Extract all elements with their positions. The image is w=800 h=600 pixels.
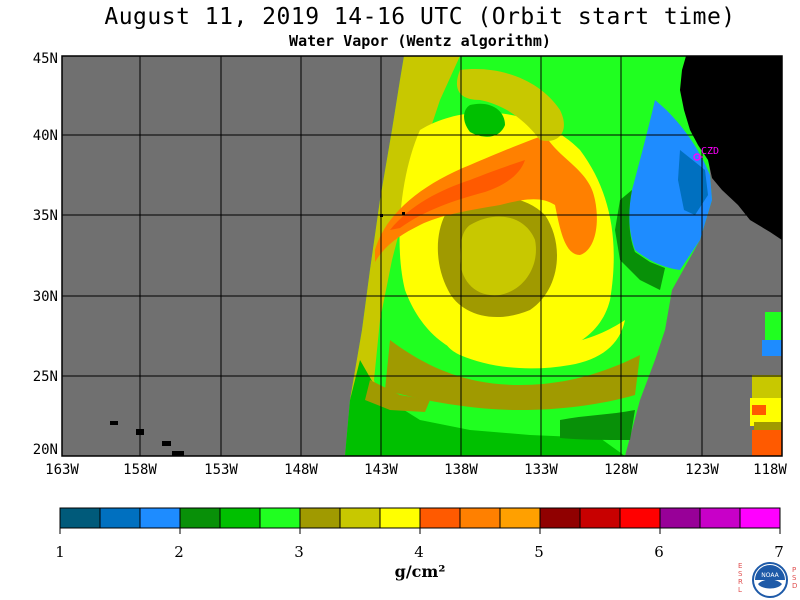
data-speck-2 (402, 212, 405, 215)
lon-label-118w: 118W (753, 462, 787, 478)
colorbar-swatch (99, 507, 141, 529)
wv-southwest-green (345, 360, 625, 456)
colorbar-swatch (579, 507, 621, 529)
colorbar-swatch (219, 507, 261, 529)
colorbar-swatch (699, 507, 741, 529)
lon-label-163w: 163W (45, 462, 79, 478)
lat-label-35n: 35N (32, 208, 58, 224)
colorbar-tick-3: 3 (294, 543, 304, 561)
wv-dark-green-strip (560, 410, 635, 440)
station-marker (693, 153, 703, 161)
lat-label-45n: 45N (32, 51, 58, 67)
wv-north-green (464, 103, 505, 137)
noaa-emblem-icon: NOAA (752, 562, 788, 598)
wv-olive-inner (460, 216, 536, 296)
island-maui (162, 441, 171, 446)
right-swath-orange (752, 405, 766, 415)
right-swath-green (765, 312, 782, 348)
colorbar-tick-2: 2 (174, 543, 184, 561)
colorbar-swatch (659, 507, 701, 529)
colorbar-swatch (419, 507, 461, 529)
colorbar-swatch (459, 507, 501, 529)
station-label: CZD (701, 146, 720, 157)
right-swath-blue (762, 340, 782, 356)
colorbar-tick-6: 6 (654, 543, 664, 561)
map-grid (62, 56, 782, 456)
colorbar-swatch (139, 507, 181, 529)
lat-label-25n: 25N (32, 369, 58, 385)
lon-label-143w: 143W (364, 462, 398, 478)
wv-red-orange-core (390, 160, 525, 230)
colorbar-units: g/cm² (394, 562, 446, 581)
colorbar-tick-4: 4 (414, 543, 424, 561)
colorbar-swatch (619, 507, 661, 529)
colorbar-swatch (339, 507, 381, 529)
lat-label-40n: 40N (32, 128, 58, 144)
colorbar-swatch (739, 507, 781, 529)
map-frame (61, 55, 783, 457)
colorbar-swatch (299, 507, 341, 529)
colorbar-tick-5: 5 (534, 543, 544, 561)
colorbar-swatch (179, 507, 221, 529)
right-swath-olive-2 (754, 422, 782, 430)
colorbar-tick-1: 1 (55, 543, 65, 561)
wv-north-ring (456, 69, 564, 141)
chart-title: August 11, 2019 14-16 UTC (Orbit start t… (104, 4, 736, 30)
colorbar-swatch (499, 507, 541, 529)
lon-label-153w: 153W (204, 462, 238, 478)
lon-label-138w: 138W (444, 462, 478, 478)
land-mass (680, 56, 782, 240)
colorbar-swatch (259, 507, 301, 529)
colorbar-swatch (379, 507, 421, 529)
colorbar (59, 507, 781, 534)
wv-blue-dark (678, 150, 708, 215)
right-swath-orange-2 (752, 430, 782, 456)
lon-label-133w: 133W (524, 462, 558, 478)
lon-label-158w: 158W (123, 462, 157, 478)
colorbar-swatch (539, 507, 581, 529)
lon-label-128w: 128W (604, 462, 638, 478)
colorbar-tick-7: 7 (774, 543, 784, 561)
lon-label-123w: 123W (685, 462, 719, 478)
lat-label-30n: 30N (32, 289, 58, 305)
colorbar-swatch (59, 507, 101, 529)
island-kauai (110, 421, 118, 425)
wv-blue-band (629, 100, 712, 270)
wv-band-left (350, 56, 460, 400)
wv-south-olive (385, 340, 640, 410)
logo-text: NOAA (761, 572, 779, 579)
lat-label-20n: 20N (32, 442, 58, 458)
island-hawaii (172, 451, 184, 456)
chart-subtitle: Water Vapor (Wentz algorithm) (289, 32, 551, 50)
lon-label-148w: 148W (284, 462, 318, 478)
wv-south-yellow (444, 320, 625, 369)
